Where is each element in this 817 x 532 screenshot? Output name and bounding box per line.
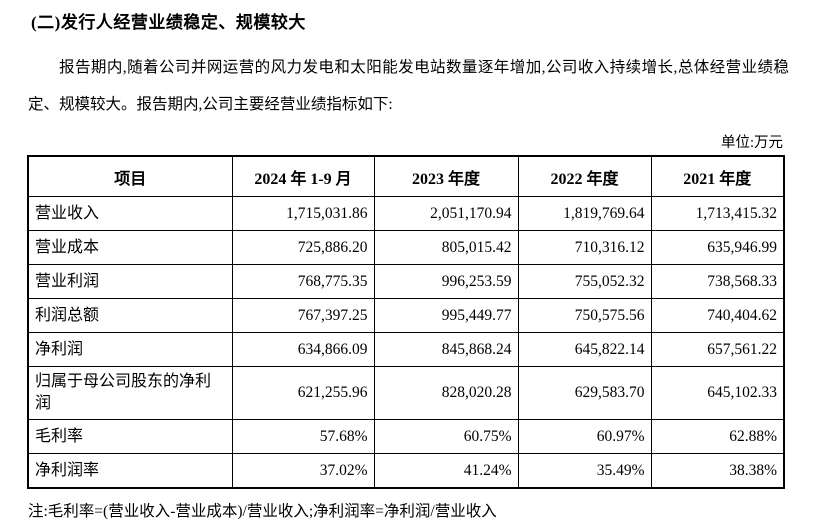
cell-value: 62.88% bbox=[650, 419, 785, 454]
row-label: 营业利润 bbox=[27, 264, 233, 299]
row-label: 净利润率 bbox=[27, 453, 233, 489]
table-header-row: 项目 2024 年 1-9 月 2023 年度 2022 年度 2021 年度 bbox=[27, 155, 785, 197]
table-row: 毛利率 57.68% 60.75% 60.97% 62.88% bbox=[27, 419, 785, 454]
financial-metrics-table: 项目 2024 年 1-9 月 2023 年度 2022 年度 2021 年度 … bbox=[27, 155, 785, 489]
cell-value: 1,715,031.86 bbox=[231, 196, 375, 231]
row-label: 营业收入 bbox=[27, 196, 233, 231]
cell-value: 60.75% bbox=[373, 419, 519, 454]
cell-value: 634,866.09 bbox=[231, 332, 375, 367]
cell-value: 725,886.20 bbox=[231, 230, 375, 265]
cell-value: 38.38% bbox=[650, 453, 785, 489]
cell-value: 750,575.56 bbox=[517, 298, 652, 333]
cell-value: 828,020.28 bbox=[373, 366, 519, 420]
table-row: 营业收入 1,715,031.86 2,051,170.94 1,819,769… bbox=[27, 196, 785, 231]
cell-value: 37.02% bbox=[231, 453, 375, 489]
cell-value: 767,397.25 bbox=[231, 298, 375, 333]
cell-value: 35.49% bbox=[517, 453, 652, 489]
table-row: 净利润率 37.02% 41.24% 35.49% 38.38% bbox=[27, 453, 785, 489]
row-label: 净利润 bbox=[27, 332, 233, 367]
cell-value: 768,775.35 bbox=[231, 264, 375, 299]
row-label: 归属于母公司股东的净利润 bbox=[27, 366, 233, 420]
cell-value: 621,255.96 bbox=[231, 366, 375, 420]
cell-value: 645,822.14 bbox=[517, 332, 652, 367]
row-label: 利润总额 bbox=[27, 298, 233, 333]
table-row: 营业利润 768,775.35 996,253.59 755,052.32 73… bbox=[27, 264, 785, 299]
cell-value: 635,946.99 bbox=[650, 230, 785, 265]
header-2024: 2024 年 1-9 月 bbox=[231, 155, 375, 197]
cell-value: 629,583.70 bbox=[517, 366, 652, 420]
table-row: 归属于母公司股东的净利润 621,255.96 828,020.28 629,5… bbox=[27, 366, 785, 420]
header-2023: 2023 年度 bbox=[373, 155, 519, 197]
cell-value: 60.97% bbox=[517, 419, 652, 454]
table-row: 利润总额 767,397.25 995,449.77 750,575.56 74… bbox=[27, 298, 785, 333]
footnote: 注:毛利率=(营业收入-营业成本)/营业收入;净利润率=净利润/营业收入 bbox=[28, 503, 497, 520]
cell-value: 740,404.62 bbox=[650, 298, 785, 333]
cell-value: 755,052.32 bbox=[517, 264, 652, 299]
cell-value: 645,102.33 bbox=[650, 366, 785, 420]
header-item: 项目 bbox=[27, 155, 233, 197]
cell-value: 57.68% bbox=[231, 419, 375, 454]
cell-value: 2,051,170.94 bbox=[373, 196, 519, 231]
table-row: 营业成本 725,886.20 805,015.42 710,316.12 63… bbox=[27, 230, 785, 265]
header-2022: 2022 年度 bbox=[517, 155, 652, 197]
cell-value: 805,015.42 bbox=[373, 230, 519, 265]
cell-value: 710,316.12 bbox=[517, 230, 652, 265]
unit-label: 单位:万元 bbox=[720, 135, 783, 151]
table-row: 净利润 634,866.09 845,868.24 645,822.14 657… bbox=[27, 332, 785, 367]
cell-value: 1,713,415.32 bbox=[650, 196, 785, 231]
cell-value: 1,819,769.64 bbox=[517, 196, 652, 231]
row-label: 毛利率 bbox=[27, 419, 233, 454]
cell-value: 738,568.33 bbox=[650, 264, 785, 299]
body-paragraph: 报告期内,随着公司并网运营的风力发电和太阳能发电站数量逐年增加,公司收入持续增长… bbox=[28, 59, 789, 113]
cell-value: 996,253.59 bbox=[373, 264, 519, 299]
cell-value: 657,561.22 bbox=[650, 332, 785, 367]
cell-value: 41.24% bbox=[373, 453, 519, 489]
cell-value: 995,449.77 bbox=[373, 298, 519, 333]
row-label: 营业成本 bbox=[27, 230, 233, 265]
cell-value: 845,868.24 bbox=[373, 332, 519, 367]
header-2021: 2021 年度 bbox=[650, 155, 785, 197]
section-heading: (二)发行人经营业绩稳定、规模较大 bbox=[31, 13, 306, 32]
